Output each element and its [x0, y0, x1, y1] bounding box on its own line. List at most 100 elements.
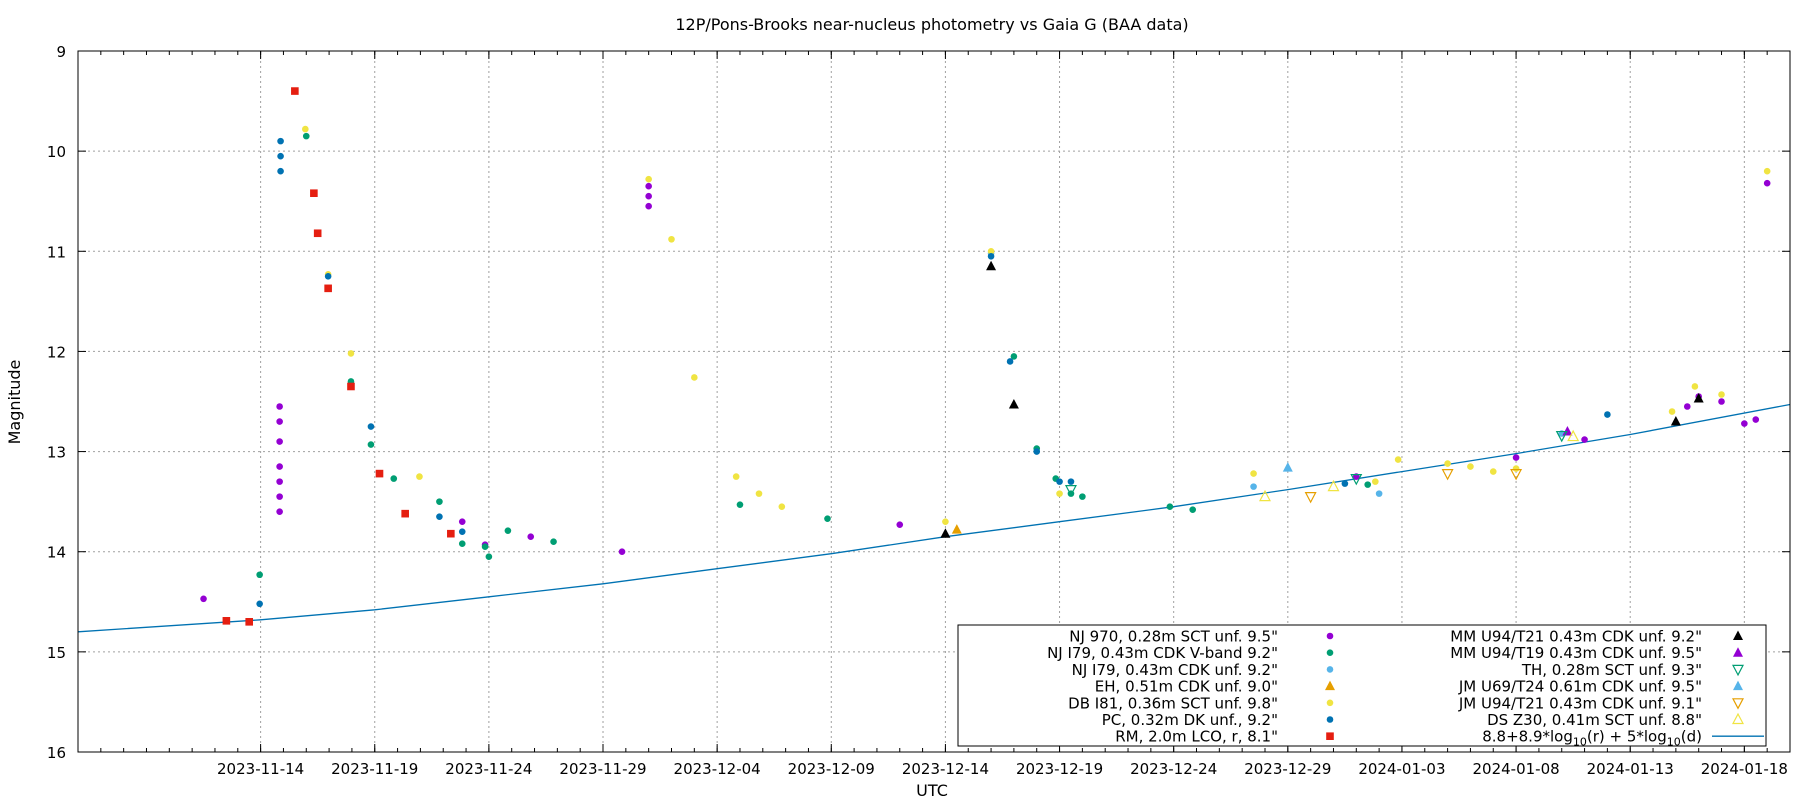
- data-point-series-0: [276, 508, 283, 515]
- series-line-13: [77, 403, 1791, 633]
- grid-lines: [78, 51, 1790, 752]
- legend-marker-7: [1733, 630, 1743, 640]
- legend-marker-1: [1326, 649, 1334, 656]
- data-point-series-0: [896, 521, 904, 528]
- data-point-series-0: [618, 548, 626, 556]
- data-point-series-4: [1250, 470, 1257, 477]
- data-point-series-0: [276, 438, 283, 445]
- data-point-series-7: [1008, 399, 1019, 409]
- legend-label-9: TH, 0.28m SCT unf. 9.3": [1521, 661, 1702, 679]
- data-point-series-6: [222, 617, 231, 625]
- data-point-series-0: [200, 595, 207, 603]
- data-point-series-5: [458, 528, 466, 535]
- data-point-series-1: [302, 132, 310, 140]
- data-point-series-4: [645, 175, 652, 183]
- legend-marker-9: [1732, 664, 1744, 677]
- y-tick-label: 11: [47, 243, 66, 261]
- data-point-series-0: [645, 192, 652, 200]
- data-point-series-7: [940, 528, 951, 538]
- data-point-series-4: [416, 473, 423, 480]
- legend-marker-8: [1733, 647, 1743, 657]
- data-point-series-4: [942, 518, 949, 525]
- legend-marker-2: [1326, 666, 1334, 673]
- data-point-series-6: [347, 382, 355, 391]
- y-tick-label: 14: [47, 544, 66, 562]
- data-point-series-4: [691, 374, 698, 381]
- data-point-series-5: [277, 167, 284, 175]
- legend-marker-12: [1732, 712, 1744, 725]
- data-point-series-1: [367, 441, 375, 448]
- data-point-series-11: [1441, 469, 1454, 481]
- data-point-series-9: [1064, 485, 1077, 497]
- data-point-series-7: [1670, 416, 1681, 426]
- data-point-series-6: [447, 529, 455, 538]
- data-point-series-1: [1166, 503, 1174, 510]
- data-point-series-1: [1189, 506, 1197, 513]
- data-point-series-12: [1567, 429, 1580, 442]
- data-point-series-10: [1282, 462, 1293, 472]
- legend-label-6: RM, 2.0m LCO, r, 8.1": [1115, 728, 1278, 746]
- data-point-series-5: [987, 252, 995, 260]
- data-point-series-0: [276, 478, 283, 485]
- legend-label-4: DB I81, 0.36m SCT unf. 9.8": [1068, 694, 1278, 712]
- data-point-series-5: [1341, 480, 1349, 487]
- legend-label-3: EH, 0.51m CDK unf. 9.0": [1095, 678, 1278, 696]
- data-point-series-9: [1555, 430, 1568, 443]
- data-point-series-5: [436, 513, 443, 520]
- data-point-series-12: [1327, 479, 1340, 492]
- data-point-series-0: [1718, 398, 1725, 405]
- data-point-series-5: [1067, 478, 1075, 485]
- data-point-series-0: [1763, 179, 1771, 187]
- x-tick-label: 2023-12-04: [674, 760, 761, 778]
- data-point-series-5: [1033, 448, 1041, 455]
- model-curve: [77, 403, 1791, 633]
- y-axis-label: Magnitude: [5, 360, 24, 445]
- data-point-series-5: [367, 423, 375, 430]
- data-point-series-4: [347, 350, 355, 357]
- legend-label-13: 8.8+8.9*log10(r) + 5*log10(d): [1482, 728, 1702, 749]
- data-point-series-1: [1010, 353, 1018, 360]
- x-tick-label: 2023-12-29: [1244, 760, 1331, 778]
- legend-box: [957, 624, 1767, 747]
- x-tick-label: 2024-01-03: [1358, 760, 1445, 778]
- legend-label-5: PC, 0.32m DK unf., 9.2": [1102, 711, 1278, 729]
- legend-marker-11: [1732, 698, 1744, 710]
- data-point-series-5: [277, 152, 284, 160]
- legend-label-10: JM U69/T24 0.61m CDK unf. 9.5": [1458, 678, 1702, 696]
- data-points: [200, 87, 1771, 626]
- data-point-series-4: [1444, 460, 1451, 467]
- data-point-series-0: [276, 463, 283, 470]
- data-point-series-12: [1258, 489, 1271, 502]
- data-point-series-0: [527, 533, 535, 540]
- data-point-series-4: [987, 247, 995, 255]
- y-tick-label: 16: [47, 744, 66, 762]
- legend-label-11: JM U94/T21 0.43m CDK unf. 9.1": [1458, 694, 1702, 712]
- x-tick-label: 2023-12-14: [902, 760, 989, 778]
- data-point-series-4: [1467, 463, 1474, 470]
- x-tick-label: 2024-01-18: [1701, 760, 1788, 778]
- y-tick-label: 12: [47, 343, 66, 361]
- legend-marker-5: [1326, 716, 1334, 723]
- x-tick-label: 2023-11-19: [331, 760, 418, 778]
- data-point-series-0: [1683, 403, 1691, 410]
- x-tick-label: 2023-12-24: [1130, 760, 1217, 778]
- legend-label-7: MM U94/T21 0.43m CDK unf. 9.2": [1450, 628, 1702, 646]
- x-tick-label: 2023-11-24: [445, 760, 532, 778]
- data-point-series-0: [1741, 420, 1748, 427]
- data-point-series-6: [245, 618, 253, 626]
- legend-marker-6: [1326, 732, 1334, 740]
- data-point-series-0: [276, 418, 283, 425]
- data-point-series-1: [504, 527, 512, 534]
- data-point-series-4: [1489, 468, 1497, 475]
- data-point-series-4: [1056, 490, 1063, 497]
- data-point-series-0: [276, 493, 283, 500]
- data-point-series-3: [951, 524, 962, 534]
- data-point-series-1: [1079, 493, 1086, 500]
- axis-ticks: 9 10 11 12 13 14 15 16 2023-11-14 2023-11-19 2023-…: [47, 43, 1790, 778]
- data-point-series-5: [1006, 358, 1014, 365]
- legend: NJ 970, 0.28m SCT unf. 9.5"NJ I79, 0.43m…: [957, 624, 1767, 749]
- data-point-series-0: [1581, 436, 1588, 443]
- data-point-series-4: [1763, 167, 1771, 175]
- data-point-series-4: [1512, 465, 1520, 472]
